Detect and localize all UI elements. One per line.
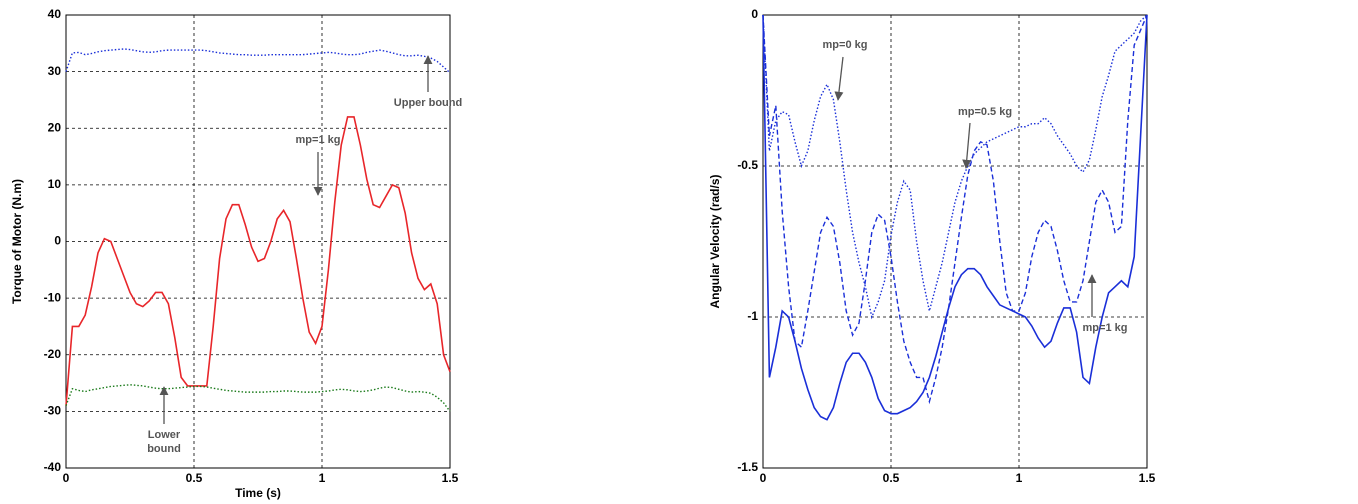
x-tick-label: 0 <box>63 471 70 485</box>
y-tick-label: -30 <box>44 404 62 418</box>
annotation: Lower <box>148 429 181 441</box>
y-tick-label: -10 <box>44 290 62 304</box>
x-tick-label: 1 <box>1016 471 1023 485</box>
y-tick-label: 30 <box>48 64 62 78</box>
series-line <box>65 116 451 406</box>
y-tick-label: 20 <box>48 120 62 134</box>
y-tick-label: 10 <box>48 177 62 191</box>
y-tick-label: -40 <box>44 460 62 474</box>
x-tick-label: 1.5 <box>1139 471 1156 485</box>
y-tick-label: -1.5 <box>737 460 758 474</box>
series-line <box>65 384 451 412</box>
x-tick-label: 1 <box>319 471 326 485</box>
chart: -1.5 -1 -0.5 0 0 0.5 1 1.5 Angular Velocity (rad… <box>708 7 1155 485</box>
chart: -40 -30 -20 -10 0 10 20 30 40 0 0.5 1 1.5 Time (s) Tor… <box>10 7 462 500</box>
y-tick-label: -1 <box>747 309 758 323</box>
series-line <box>762 14 1148 421</box>
x-axis-label: Time (s) <box>235 486 281 500</box>
x-tick-label: 1.5 <box>442 471 459 485</box>
series-line <box>762 14 1148 405</box>
annotation: mp=0.5 kg <box>958 106 1012 118</box>
annotation: mp=0 kg <box>823 39 868 51</box>
y-tick-label: -0.5 <box>737 158 758 172</box>
annotation: mp=1 kg <box>1083 322 1128 334</box>
annotation: mp=1 kg <box>296 134 341 146</box>
x-tick-label: 0 <box>760 471 767 485</box>
annotation-arrow <box>834 56 844 101</box>
y-tick-label: 40 <box>48 7 62 21</box>
y-axis-label: Angular Velocity (rad/s) <box>708 174 722 308</box>
y-tick-label: 0 <box>751 7 758 21</box>
y-tick-label: 0 <box>54 234 61 248</box>
y-tick-label: -20 <box>44 347 62 361</box>
y-axis-label: Torque of Motor (N.m) <box>10 179 24 304</box>
x-tick-label: 0.5 <box>883 471 900 485</box>
series-line <box>65 48 451 74</box>
annotation: bound <box>147 443 181 455</box>
annotation: Upper bound <box>394 97 462 109</box>
x-tick-label: 0.5 <box>186 471 203 485</box>
plot-frame <box>65 14 451 469</box>
annotation-arrow <box>962 122 972 169</box>
plot-frame <box>762 14 1148 469</box>
